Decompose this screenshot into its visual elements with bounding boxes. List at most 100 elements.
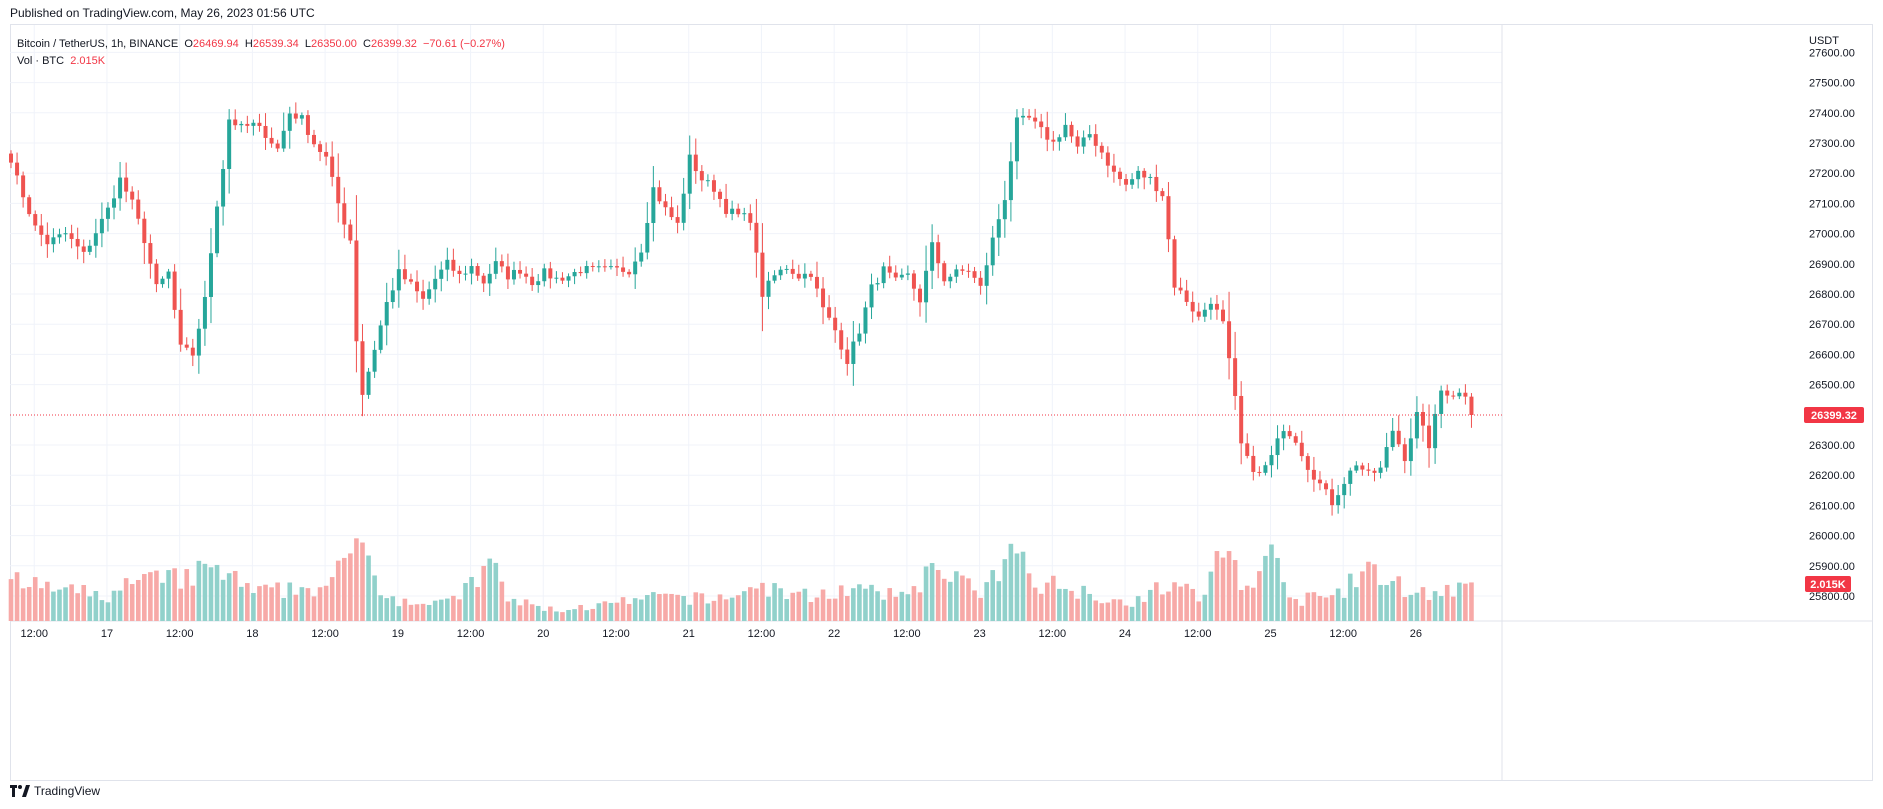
volume-bar [493,562,499,621]
candle-body [1324,483,1329,490]
volume-bar [1420,587,1426,621]
volume-bar [1147,589,1153,621]
candle-body [251,122,256,126]
volume-bar [1244,585,1250,621]
candle-body [475,266,480,276]
time-tick-label: 24 [1119,628,1131,640]
candle-body [160,278,165,285]
candle-body [918,288,922,303]
volume-bar [838,585,844,621]
volume-bar [760,582,765,621]
candle-body [1469,396,1474,415]
candle-body [960,269,965,271]
volume-bar [342,557,347,621]
time-axis[interactable]: 12:00 17 12:00 18 12:00 19 12:00 20 12:00 21 12:00… [20,628,1422,640]
volume-bar [1408,594,1414,621]
candle-body [524,273,529,277]
volume-bar [1238,589,1244,621]
candle-body [905,273,910,275]
volume-value: 2.015K [70,55,106,67]
volume-bar [826,598,832,621]
volume-bar [1002,559,1008,621]
volume-bar [1232,560,1238,621]
volume-bar [645,595,650,621]
candle-body [548,268,553,279]
candle-body [87,245,92,252]
volume-bar [851,588,856,621]
candle-body [869,284,874,308]
volume-bar [414,604,420,621]
volume-bar [560,612,565,621]
low-value: 26350.00 [311,38,357,50]
price-tick-label: 26800.00 [1809,289,1855,301]
candle-body [615,266,619,268]
candle-body [1457,392,1462,397]
volume-bar [990,570,996,621]
candle-body [505,266,510,280]
candle-body [1251,455,1256,472]
candle-body [1330,489,1335,506]
tradingview-brand[interactable]: TradingView [10,784,100,798]
candle-body [1269,455,1274,466]
price-axis[interactable]: USDT 27600.00 27500.00 27400.00 27300.00 272… [1809,35,1855,603]
time-tick-label: 12:00 [166,628,194,640]
volume-bar [802,588,808,621]
candle-body [1299,442,1304,457]
volume-bar [1093,600,1099,621]
volume-bar [1038,593,1044,621]
candle-body [390,290,395,303]
candle-body [1402,444,1407,462]
volume-bar [917,592,923,621]
volume-bar [81,585,87,621]
volume-bar [1317,595,1323,621]
volume-bar [614,602,620,621]
volume-bar [202,563,208,621]
volume-bar [245,583,250,621]
volume-bar [608,602,614,621]
volume-bar [1154,582,1159,621]
candle-body [814,276,819,289]
volume-bar [590,608,596,621]
volume-bar [451,595,456,621]
volume-bar [1275,557,1280,621]
time-tick-label: 12:00 [1039,628,1067,640]
candle-body [190,347,195,356]
time-tick-label: 22 [828,628,840,640]
candle-body [215,206,220,254]
volume-bar [69,584,74,621]
candle-body [590,266,595,268]
high-label: H [244,38,253,50]
volume-bar [857,584,862,621]
volume-bar [929,563,935,621]
volume-bar [523,599,529,621]
candle-body [1166,196,1171,240]
candle-body [1463,392,1468,397]
candle-body [27,197,32,215]
volume-bar [135,579,141,621]
volume-bar [966,578,971,621]
volume-bar [772,583,777,621]
published-caption: Published on TradingView.com, May 26, 20… [10,6,315,20]
candle-body [699,171,704,181]
volume-bar [14,572,20,621]
volume-bar [463,583,468,621]
volume-bar [723,599,729,621]
volume-bar [1135,596,1141,621]
candle-body [1214,303,1219,310]
candle-body [663,201,668,208]
candle-body [1069,124,1074,137]
candle-body [221,168,226,207]
volume-bar [517,605,523,621]
candle-body [1317,479,1322,484]
volume-bar [511,598,517,621]
candle-body [208,253,213,297]
volume-bar [1438,596,1444,621]
volume-bar [160,582,165,621]
volume-bar [566,609,571,621]
volume-bar [360,542,365,621]
volume-bar [1196,601,1202,621]
volume-bar [1008,543,1014,621]
candle-body [1196,311,1201,317]
candle-body [124,177,129,192]
